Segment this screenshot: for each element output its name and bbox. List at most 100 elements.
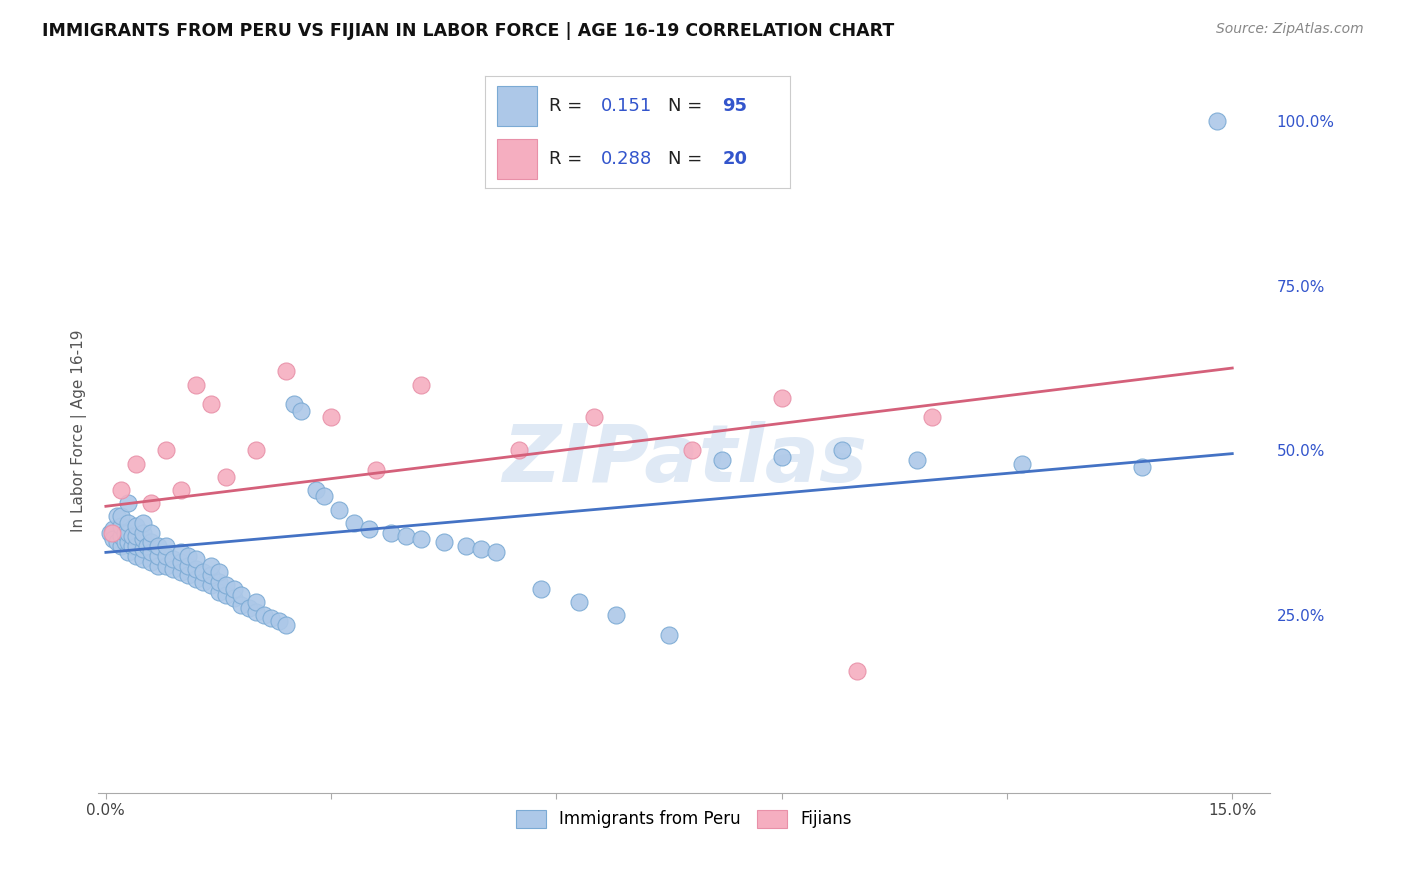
Point — [831, 443, 853, 458]
Point — [110, 519, 132, 533]
Point — [770, 450, 793, 464]
Point — [117, 516, 139, 530]
Point — [321, 410, 343, 425]
Point — [215, 578, 238, 592]
Point — [380, 525, 402, 540]
Point — [200, 568, 222, 582]
Point — [121, 529, 143, 543]
Point — [132, 552, 155, 566]
Point — [117, 545, 139, 559]
Point — [193, 574, 215, 589]
Point — [433, 535, 456, 549]
Point — [132, 532, 155, 546]
Point — [105, 509, 128, 524]
Point — [238, 601, 260, 615]
Point — [274, 364, 297, 378]
Point — [139, 496, 162, 510]
Point — [267, 615, 290, 629]
Point — [207, 574, 229, 589]
Y-axis label: In Labor Force | Age 16-19: In Labor Force | Age 16-19 — [72, 329, 87, 532]
Point — [101, 525, 124, 540]
Point — [125, 539, 148, 553]
Point — [114, 535, 136, 549]
Point — [229, 588, 252, 602]
Point — [98, 525, 121, 540]
Text: IMMIGRANTS FROM PERU VS FIJIAN IN LABOR FORCE | AGE 16-19 CORRELATION CHART: IMMIGRANTS FROM PERU VS FIJIAN IN LABOR … — [42, 22, 894, 40]
Text: Source: ZipAtlas.com: Source: ZipAtlas.com — [1216, 22, 1364, 37]
Point — [905, 453, 928, 467]
Point — [139, 545, 162, 559]
Point — [184, 377, 207, 392]
Point — [117, 535, 139, 549]
Point — [215, 588, 238, 602]
Point — [170, 483, 193, 497]
Point — [215, 469, 238, 483]
Point — [155, 558, 177, 573]
Point — [605, 607, 627, 622]
Point — [411, 377, 433, 392]
Point — [366, 463, 388, 477]
Point — [508, 443, 530, 458]
Point — [117, 525, 139, 540]
Point — [184, 552, 207, 566]
Point — [530, 582, 553, 596]
Point — [260, 611, 283, 625]
Point — [328, 502, 350, 516]
Point — [1206, 114, 1229, 128]
Point — [568, 595, 591, 609]
Point — [148, 539, 170, 553]
Point — [470, 542, 492, 557]
Point — [125, 529, 148, 543]
Point — [139, 525, 162, 540]
Point — [177, 568, 200, 582]
Point — [125, 549, 148, 563]
Point — [658, 628, 681, 642]
Point — [770, 391, 793, 405]
Point — [117, 496, 139, 510]
Point — [139, 535, 162, 549]
Point — [136, 539, 159, 553]
Point — [245, 595, 267, 609]
Point — [170, 545, 193, 559]
Point — [110, 483, 132, 497]
Point — [845, 664, 868, 678]
Point — [456, 539, 478, 553]
Point — [139, 555, 162, 569]
Point — [921, 410, 943, 425]
Point — [148, 549, 170, 563]
Point — [200, 578, 222, 592]
Point — [110, 529, 132, 543]
Point — [305, 483, 328, 497]
Point — [103, 532, 125, 546]
Point — [121, 539, 143, 553]
Point — [162, 562, 184, 576]
Point — [114, 525, 136, 540]
Point — [162, 552, 184, 566]
Text: ZIPatlas: ZIPatlas — [502, 420, 866, 499]
Point — [252, 607, 274, 622]
Point — [177, 558, 200, 573]
Point — [312, 490, 335, 504]
Point — [245, 443, 267, 458]
Point — [132, 542, 155, 557]
Point — [343, 516, 366, 530]
Point — [1011, 457, 1033, 471]
Point — [193, 565, 215, 579]
Point — [105, 535, 128, 549]
Point — [245, 605, 267, 619]
Point — [110, 509, 132, 524]
Point — [155, 549, 177, 563]
Point — [200, 397, 222, 411]
Point — [207, 585, 229, 599]
Point — [395, 529, 418, 543]
Point — [411, 532, 433, 546]
Point — [200, 558, 222, 573]
Point — [103, 522, 125, 536]
Point — [290, 404, 312, 418]
Point — [1130, 459, 1153, 474]
Point — [485, 545, 508, 559]
Point — [283, 397, 305, 411]
Point — [170, 565, 193, 579]
Point — [222, 591, 245, 606]
Point — [177, 549, 200, 563]
